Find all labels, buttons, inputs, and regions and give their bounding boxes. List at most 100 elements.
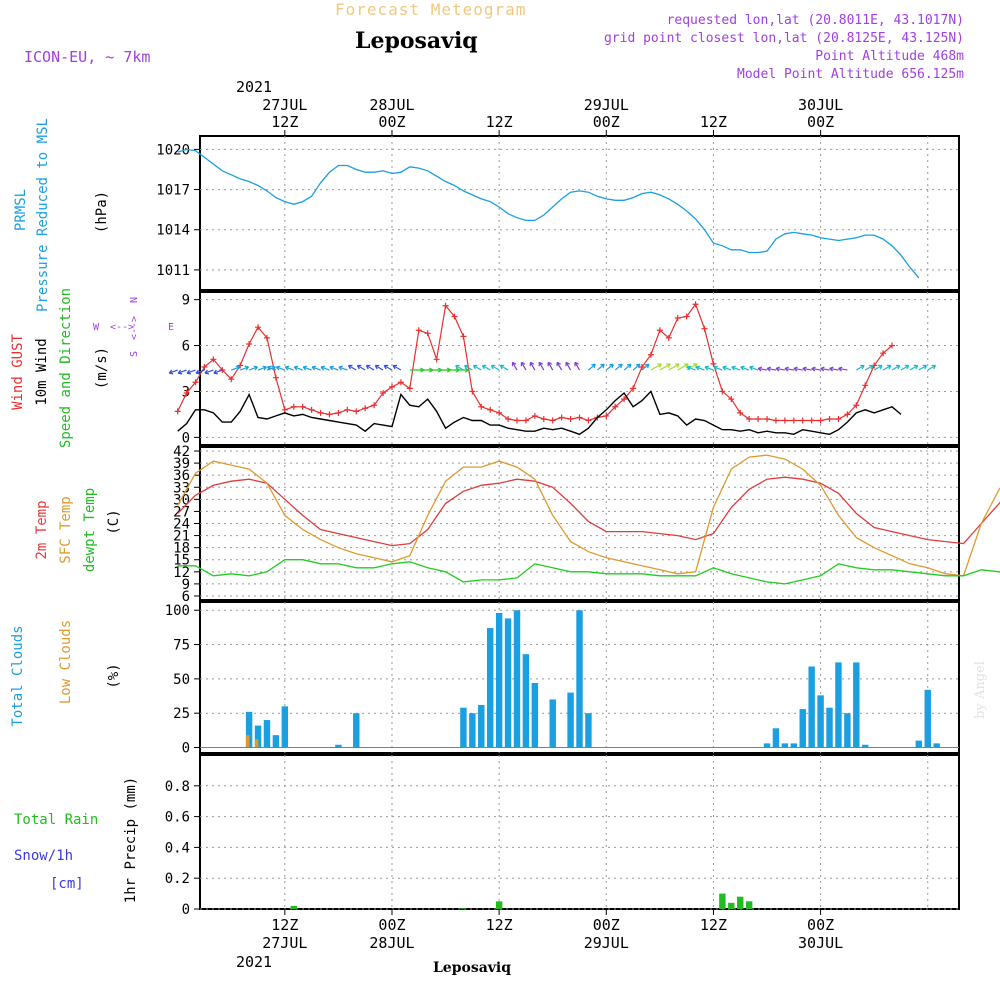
wind-direction-arrow xyxy=(775,366,785,372)
total-cloud-bar xyxy=(486,628,494,748)
wind10-label: 10m Wind xyxy=(34,338,50,405)
gust-marker xyxy=(772,417,779,424)
gust-marker xyxy=(281,406,288,413)
temp2m-label: 2m Temp xyxy=(34,500,50,559)
wind-direction-arrow xyxy=(623,363,632,371)
total-cloud-bar xyxy=(469,713,476,748)
total-cloud-bar xyxy=(335,744,342,748)
gust-marker xyxy=(174,408,181,415)
gust-marker xyxy=(433,356,440,363)
wind-direction-arrow xyxy=(204,369,214,375)
y-tick-label: 0 xyxy=(182,430,190,446)
gust-marker xyxy=(683,313,690,320)
wind-direction-arrow xyxy=(784,366,794,372)
gust-marker xyxy=(415,327,422,334)
total-cloud-bar xyxy=(585,713,592,748)
gust-marker xyxy=(639,363,646,370)
y-tick-label: 1014 xyxy=(156,223,190,239)
gust-marker xyxy=(513,417,520,424)
bottom-tick-time: 12Z xyxy=(700,916,727,934)
gust-marker xyxy=(451,313,458,320)
total-cloud-bar xyxy=(495,612,503,748)
wind-direction-arrow xyxy=(356,364,366,371)
total-cloud-bar xyxy=(835,662,842,748)
y-tick-label: 36 xyxy=(173,468,190,484)
wind-direction-arrow xyxy=(177,369,187,375)
wind-direction-arrow xyxy=(257,365,267,371)
gust-marker xyxy=(263,334,270,341)
bottom-axis-year: 2021 xyxy=(236,953,272,971)
wind-direction-arrow xyxy=(392,364,402,371)
gust-marker xyxy=(576,414,583,421)
temp-unit: (C) xyxy=(106,509,122,534)
wind-direction-arrow xyxy=(383,364,393,371)
top-tick-time: 00Z xyxy=(378,113,405,131)
gust-marker xyxy=(549,417,556,424)
rain-bar xyxy=(495,901,503,909)
wind-direction-arrow xyxy=(329,365,339,371)
gust-marker xyxy=(424,330,431,337)
wind-direction-arrow xyxy=(338,365,348,371)
gust-marker xyxy=(335,409,342,416)
gust-line xyxy=(177,302,893,422)
prmsl-desc: Pressure Reduced to MSL xyxy=(35,118,51,312)
gust-label: Wind GUST xyxy=(10,334,26,410)
low-cloud-bar xyxy=(254,739,259,748)
total-cloud-bar xyxy=(513,610,521,748)
wind-direction-arrow xyxy=(838,366,848,372)
low-clouds-label: Low Clouds xyxy=(58,620,74,704)
wind-direction-arrow xyxy=(284,365,294,371)
wind-unit: (m/s) xyxy=(94,347,110,389)
top-tick-time: 00Z xyxy=(593,113,620,131)
wind-direction-arrow xyxy=(757,366,768,372)
gust-marker xyxy=(719,388,726,395)
gust-marker xyxy=(246,341,253,348)
wind-labels: Wind GUST 10m Wind Speed and Direction (… xyxy=(10,288,174,448)
wind-direction-arrow xyxy=(464,364,473,371)
wind-direction-arrow xyxy=(511,361,518,371)
gust-marker xyxy=(558,414,565,421)
y-tick-label: 0.6 xyxy=(165,810,190,826)
gust-marker xyxy=(585,417,592,424)
gust-marker xyxy=(889,342,896,349)
wind-direction-arrow xyxy=(520,361,527,371)
precip-labels: Total Rain Snow/1h [cm] 1hr Precip (mm) xyxy=(14,777,139,903)
wind-direction-arrow xyxy=(677,363,689,371)
requested-coords: requested lon,lat (20.8011E, 43.1017N) xyxy=(667,13,964,28)
gust-marker xyxy=(755,415,762,422)
gust-marker xyxy=(764,415,771,422)
gust-marker xyxy=(808,417,815,424)
gust-marker xyxy=(665,334,672,341)
wind-direction-arrow xyxy=(275,365,286,371)
gust-marker xyxy=(835,415,842,422)
y-tick-label: 1020 xyxy=(156,142,190,158)
gust-marker xyxy=(612,403,619,410)
bottom-tick-time: 12Z xyxy=(271,916,298,934)
wind-direction-arrow xyxy=(248,365,259,371)
wind-direction-arrow xyxy=(900,364,910,371)
gust-marker xyxy=(540,415,547,422)
wind-direction-arrow xyxy=(864,364,874,371)
wind-direction-arrow xyxy=(311,365,321,371)
y-tick-label: 9 xyxy=(182,293,190,309)
y-tick-label: 6 xyxy=(182,589,190,605)
pressure-unit: (hPa) xyxy=(94,191,110,233)
total-cloud-bar xyxy=(924,689,931,748)
gust-marker xyxy=(567,415,574,422)
wind-direction-arrow xyxy=(793,366,803,372)
wind-direction-arrow xyxy=(686,365,696,371)
rain-bar xyxy=(290,905,297,909)
gust-marker xyxy=(710,360,717,367)
total-cloud-bar xyxy=(576,610,583,748)
sfc-temp-label: SFC Temp xyxy=(58,496,74,563)
cloud-labels: Total Clouds Low Clouds (%) xyxy=(10,620,122,727)
wind-direction-arrow xyxy=(605,363,614,371)
gust-marker xyxy=(228,376,235,383)
gust-marker xyxy=(522,417,529,424)
y-tick-label: 1017 xyxy=(156,183,190,199)
gust-marker xyxy=(362,405,369,412)
gust-marker xyxy=(701,325,708,332)
compass-rose: W E <--> N S <--> xyxy=(93,297,174,357)
gust-marker xyxy=(380,389,387,396)
